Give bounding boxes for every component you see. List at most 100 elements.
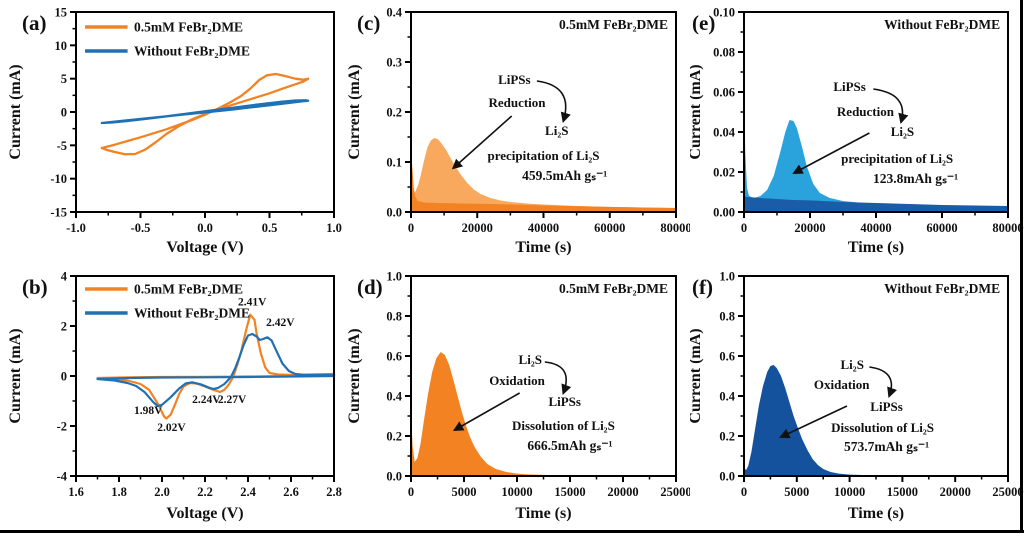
annotation-arrow bbox=[451, 115, 513, 170]
y-tick-label: 0.6 bbox=[719, 350, 735, 364]
panel-d-chart: 0 5000 10000 15000 20000 25000 0.0 0.2 0.4 0.6 0.8… bbox=[346, 270, 692, 523]
axis-ticks bbox=[70, 11, 335, 218]
x-tick-label: 25000 bbox=[660, 485, 690, 499]
series-background-current bbox=[411, 149, 676, 212]
y-tick-label: 0.6 bbox=[386, 350, 402, 364]
x-tick-label: 2.6 bbox=[283, 485, 299, 499]
y-tick-label: -15 bbox=[50, 206, 67, 220]
annotation-arrow bbox=[544, 361, 572, 395]
y-tick-label: 15 bbox=[55, 6, 68, 20]
x-tick-label: 10000 bbox=[834, 485, 865, 499]
series-precipitation-current bbox=[411, 138, 676, 212]
series-without-FeBr2DME-cv bbox=[100, 99, 310, 125]
y-tick-label: 0.00 bbox=[713, 206, 735, 220]
y-tick-label: -2 bbox=[57, 420, 67, 434]
x-tick-label: 15000 bbox=[887, 485, 918, 499]
series-dissolution-current bbox=[744, 365, 1008, 476]
panel-letter-f: (f) bbox=[692, 275, 713, 299]
y-tick-label: -4 bbox=[57, 470, 68, 484]
axis-ticks bbox=[738, 275, 1009, 482]
y-tick-label: 2 bbox=[61, 320, 67, 334]
legend-label: Without FeBr₂DME bbox=[134, 306, 250, 321]
x-tick-label: 20000 bbox=[794, 221, 825, 235]
annotation-text: 1.98V bbox=[134, 405, 163, 417]
legend-label: Without FeBr₂DME bbox=[134, 44, 250, 59]
panel-b-chart: 1.6 1.8 2.0 2.2 2.4 2.6 2.8 -4 -2 0 2 4 Voltage (V) C… bbox=[7, 270, 342, 523]
y-tick-label: 0 bbox=[61, 370, 67, 384]
panel-letter-a: (a) bbox=[22, 11, 47, 35]
y-tick-label: 0.4 bbox=[386, 6, 402, 20]
axis-ticks bbox=[738, 11, 1009, 218]
axis-ticks bbox=[405, 11, 677, 218]
annotation-text: 459.5mAh gₛ⁻¹ bbox=[522, 168, 607, 183]
x-tick-label: 2.8 bbox=[326, 485, 342, 499]
y-tick-label: -10 bbox=[50, 172, 67, 186]
x-tick-label: 20000 bbox=[607, 485, 638, 499]
panel-c-chart: 0 20000 40000 60000 80000 0.0 0.1 0.2 0.3 0.4 Time… bbox=[346, 6, 692, 257]
series-dissolution-current bbox=[411, 352, 676, 476]
y-axis-title: Current (mA) bbox=[690, 328, 704, 423]
x-axis-title: Voltage (V) bbox=[166, 505, 243, 522]
x-tick-label: 5000 bbox=[784, 485, 809, 499]
y-tick-label: 0.4 bbox=[386, 390, 402, 404]
y-tick-label: 0.3 bbox=[386, 56, 402, 70]
annotation-text: Dissolution of Li₂S bbox=[831, 420, 934, 435]
annotation-text: 2.41V bbox=[238, 297, 267, 309]
y-tick-label: 0.06 bbox=[713, 86, 735, 100]
y-tick-label: 0.2 bbox=[386, 430, 402, 444]
panel-letter-d: (d) bbox=[357, 275, 383, 299]
x-axis-title: Time (s) bbox=[515, 505, 571, 522]
panel-e-chart: 0 20000 40000 60000 80000 0.00 0.02 0.04 0.06 0.0… bbox=[687, 6, 1024, 257]
x-tick-label: 60000 bbox=[926, 221, 957, 235]
x-tick-label: 0 bbox=[741, 221, 747, 235]
series-background-current bbox=[744, 196, 1008, 212]
y-tick-label: 0.02 bbox=[713, 166, 735, 180]
annotation-text: Oxidation bbox=[489, 373, 545, 388]
x-tick-label: 15000 bbox=[554, 485, 585, 499]
y-tick-label: 0.0 bbox=[386, 206, 402, 220]
condition-title: 0.5mM FeBr₂DME bbox=[559, 17, 668, 32]
x-axis-title: Time (s) bbox=[848, 239, 904, 256]
series-precipitation-current bbox=[744, 96, 1008, 212]
x-tick-label: 5000 bbox=[452, 485, 477, 499]
annotation-text: 2.27V bbox=[218, 394, 247, 406]
annotation-text: Reduction bbox=[488, 95, 546, 110]
panel-a-chart: -1.0 -0.5 0.0 0.5 1.0 -15 -10 -5 0 5 10 15 Voltage (… bbox=[7, 6, 342, 257]
x-tick-label: 0 bbox=[741, 485, 747, 499]
x-tick-label: 40000 bbox=[860, 221, 891, 235]
annotation-arrow bbox=[873, 88, 909, 125]
x-axis-title: Voltage (V) bbox=[166, 239, 243, 256]
x-tick-label: 0.0 bbox=[197, 221, 213, 235]
annotation-text: 2.42V bbox=[266, 317, 295, 329]
annotation-text: Reduction bbox=[837, 104, 895, 119]
axis-ticks bbox=[70, 275, 335, 482]
y-tick-label: 0.2 bbox=[386, 106, 402, 120]
axis-ticks bbox=[405, 275, 677, 482]
annotation-text: 2.24V bbox=[192, 394, 221, 406]
panel-c: 0 20000 40000 60000 80000 0.0 0.1 0.2 0.3 0.4 Time… bbox=[345, 0, 692, 262]
panel-e: 0 20000 40000 60000 80000 0.00 0.02 0.04 0.06 0.0… bbox=[687, 0, 1024, 262]
legend-label: 0.5mM FeBr₂DME bbox=[134, 282, 243, 297]
x-tick-label: 80000 bbox=[992, 221, 1023, 235]
y-tick-label: 0 bbox=[61, 106, 67, 120]
condition-title: Without FeBr₂DME bbox=[884, 17, 1000, 32]
series-0.5mM-FeBr2DME-cv bbox=[100, 72, 310, 156]
x-tick-label: 2.2 bbox=[197, 485, 213, 499]
annotation-text: Oxidation bbox=[814, 377, 870, 392]
annotation-text: 2.02V bbox=[157, 422, 186, 434]
y-tick-label: 0.0 bbox=[386, 470, 402, 484]
x-tick-label: 20000 bbox=[462, 221, 493, 235]
panel-letter-b: (b) bbox=[22, 275, 48, 299]
y-axis-title: Current (mA) bbox=[7, 328, 24, 423]
y-tick-label: 0.8 bbox=[719, 310, 735, 324]
x-tick-label: 2.4 bbox=[240, 485, 256, 499]
page-border-right bbox=[1020, 0, 1023, 533]
annotation-arrow bbox=[779, 405, 848, 439]
y-axis-title: Current (mA) bbox=[7, 64, 24, 159]
y-tick-label: 4 bbox=[61, 270, 68, 284]
y-tick-label: 0.08 bbox=[713, 46, 735, 60]
annotation-text: Li₂S bbox=[519, 352, 542, 367]
y-tick-label: 1.0 bbox=[386, 270, 402, 284]
